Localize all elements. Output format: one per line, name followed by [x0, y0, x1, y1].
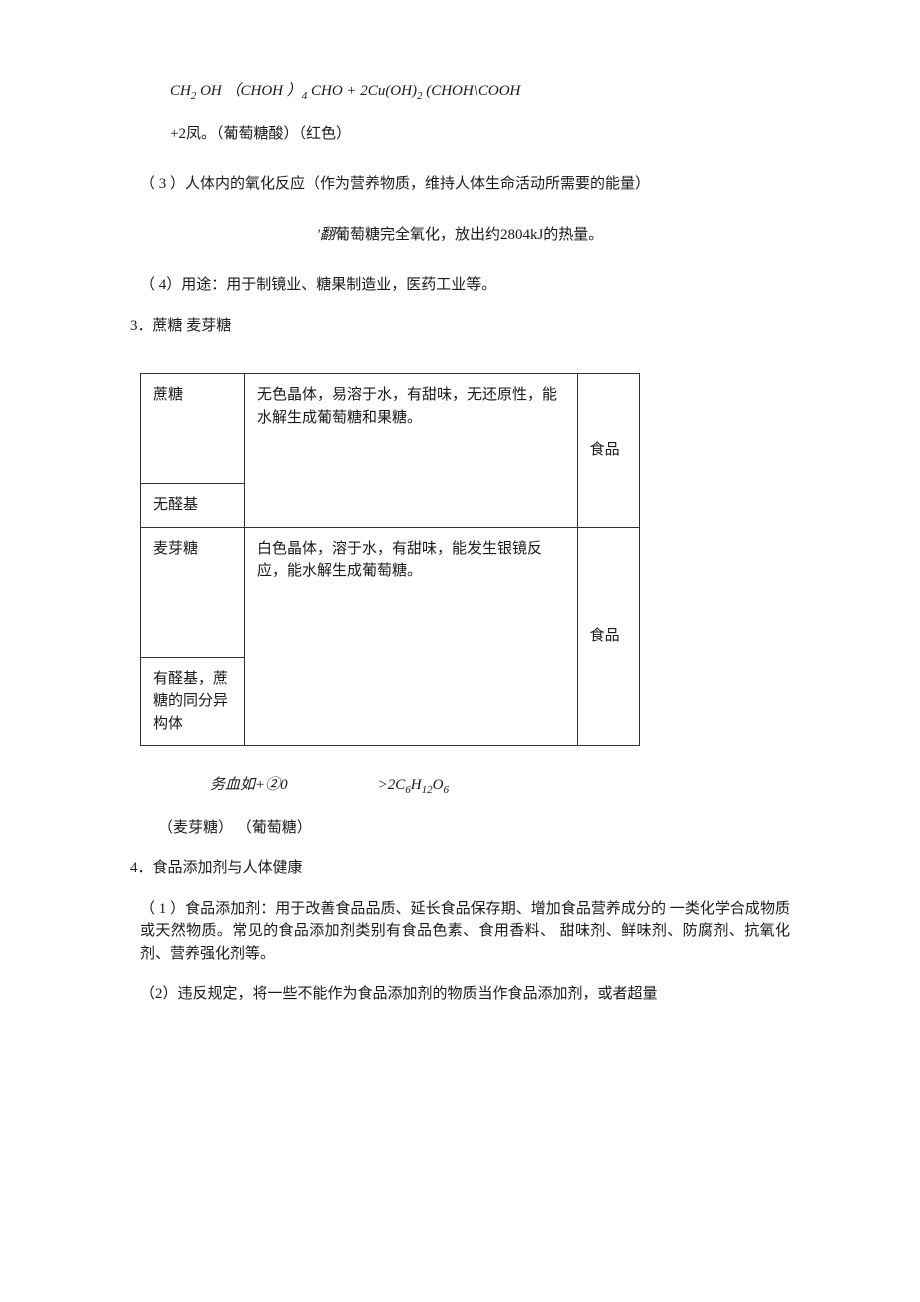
section-3-heading: 3．蔗糖 麦芽糖 — [130, 315, 790, 338]
table-row: 麦芽糖 白色晶体，溶于水，有甜味，能发生银镜反应，能水解生成葡萄糖。 食品 — [141, 527, 640, 657]
subscript: 12 — [422, 784, 433, 796]
text: 葡萄糖完全氧化，放出约2804kJ的热量。 — [335, 227, 603, 243]
sugar-comparison-table: 蔗糖 无色晶体，易溶于水，有甜味，无还原性，能水解生成葡萄糖和果糖。 食品 无醛… — [140, 373, 640, 746]
text: +2凤。（葡萄糖酸）（红色） — [170, 126, 351, 142]
paragraph-4: （ 4）用途：用于制镜业、糖果制造业，医药工业等。 — [140, 274, 790, 297]
formula-text: 务血如+②0 — [210, 777, 288, 793]
formula-text: (CHOH\COOH — [422, 83, 520, 99]
formula-text: OH （CHOH ） — [196, 83, 301, 99]
formula-text: CH — [170, 83, 191, 99]
subscript: 6 — [443, 784, 449, 796]
cell-text: 麦芽糖 — [153, 541, 198, 557]
text: 4．食品添加剂与人体健康 — [130, 860, 303, 876]
table-cell: 无色晶体，易溶于水，有甜味，无还原性，能水解生成葡萄糖和果糖。 — [244, 374, 577, 528]
text: 3．蔗糖 麦芽糖 — [130, 318, 231, 334]
oxidation-statement: '翻葡萄糖完全氧化，放出约2804kJ的热量。 — [130, 224, 790, 247]
table-cell: 有醛基，蔗糖的同分异构体 — [141, 657, 245, 746]
table-cell: 食品 — [577, 527, 639, 746]
text: （ 4）用途：用于制镜业、糖果制造业，医药工业等。 — [140, 277, 496, 293]
cell-text: 白色晶体，溶于水，有甜味，能发生银镜反应，能水解生成葡萄糖。 — [257, 541, 542, 580]
formula-text: CHO + 2Cu(OH) — [307, 83, 417, 99]
text: （ 1 ）食品添加剂：用于改善食品品质、延长食品保存期、增加食品营养成分的 一类… — [140, 901, 790, 962]
table-cell: 食品 — [577, 374, 639, 528]
cell-text: 无色晶体，易溶于水，有甜味，无还原性，能水解生成葡萄糖和果糖。 — [257, 387, 557, 426]
section-4-heading: 4．食品添加剂与人体健康 — [130, 857, 790, 880]
formula-text: O — [433, 777, 444, 793]
formula-labels: （麦芽糖） （葡萄糖） — [158, 817, 790, 840]
table-cell: 无醛基 — [141, 484, 245, 528]
prefix-text: '翻 — [317, 227, 335, 243]
table-cell: 白色晶体，溶于水，有甜味，能发生银镜反应，能水解生成葡萄糖。 — [244, 527, 577, 746]
paragraph-3: （ 3 ）人体内的氧化反应（作为营养物质，维持人体生命活动所需要的能量） — [140, 173, 790, 196]
cell-text: 食品 — [590, 442, 620, 458]
additive-paragraph-1: （ 1 ）食品添加剂：用于改善食品品质、延长食品保存期、增加食品营养成分的 一类… — [140, 898, 790, 966]
cell-text: 蔗糖 — [153, 387, 183, 403]
table-cell: 麦芽糖 — [141, 527, 245, 657]
formula-text: >2C — [378, 777, 406, 793]
additive-paragraph-2: （2）违反规定，将一些不能作为食品添加剂的物质当作食品添加剂，或者超量 — [140, 983, 790, 1006]
table-cell: 蔗糖 — [141, 374, 245, 484]
maltose-formula: 务血如+②0>2C6H12O6 — [210, 774, 790, 799]
cell-text: 无醛基 — [153, 497, 198, 513]
formula-text: H — [411, 777, 422, 793]
text: （ 3 ）人体内的氧化反应（作为营养物质，维持人体生命活动所需要的能量） — [140, 176, 650, 192]
chemistry-formula-line-1: CH2 OH （CHOH ）4 CHO + 2Cu(OH)2 (CHOH\COO… — [170, 80, 790, 105]
cell-text: 有醛基，蔗糖的同分异构体 — [153, 671, 228, 732]
text: （2）违反规定，将一些不能作为食品添加剂的物质当作食品添加剂，或者超量 — [140, 986, 658, 1002]
formula-annotation: +2凤。（葡萄糖酸）（红色） — [170, 123, 790, 146]
text: （麦芽糖） （葡萄糖） — [158, 820, 312, 836]
table-row: 蔗糖 无色晶体，易溶于水，有甜味，无还原性，能水解生成葡萄糖和果糖。 食品 — [141, 374, 640, 484]
cell-text: 食品 — [590, 628, 620, 644]
